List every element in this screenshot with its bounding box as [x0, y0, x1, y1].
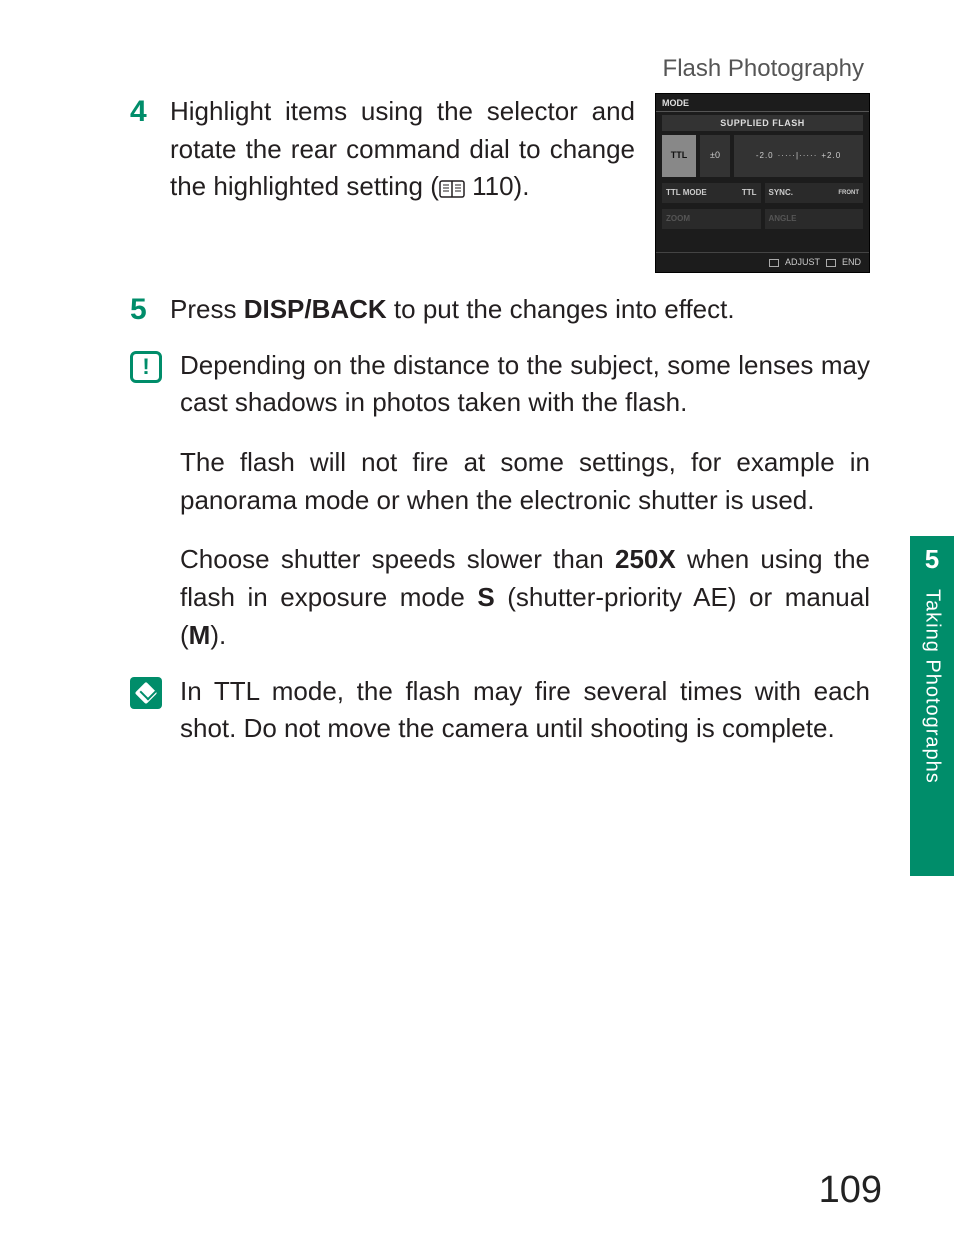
lcd-comp-scale: -2.0 ·····|····· +2.0	[734, 135, 863, 177]
warning-note: ! Depending on the distance to the subje…	[130, 347, 870, 655]
lcd-ttl-box: TTL	[662, 135, 696, 177]
end-icon	[826, 259, 836, 267]
warning-icon: !	[130, 351, 162, 383]
chapter-number: 5	[910, 536, 954, 583]
lcd-sync-cell: SYNC. FRONT	[765, 183, 864, 203]
warning-p3: Choose shutter speeds slower than 250X w…	[180, 541, 870, 654]
page-number: 109	[819, 1169, 882, 1212]
manual-page-icon	[439, 171, 465, 209]
lcd-bottom-bar: ADJUST END	[656, 252, 869, 272]
lcd-comp-value: ±0	[700, 135, 730, 177]
flash-settings-screenshot: MODE SUPPLIED FLASH TTL ±0 -2.0 ·····|··…	[655, 93, 870, 273]
step-5: 5 Press DISP/BACK to put the changes int…	[130, 291, 870, 329]
adjust-icon	[769, 259, 779, 267]
lcd-angle-cell: ANGLE	[765, 209, 864, 229]
lcd-ttl-mode-cell: TTL MODE TTL	[662, 183, 761, 203]
lcd-mode-label: MODE	[656, 94, 869, 112]
tip-text: In TTL mode, the flash may fire several …	[180, 673, 870, 748]
step-4: 4 Highlight items using the selector and…	[130, 93, 870, 273]
step-4-page-ref: 110).	[465, 171, 530, 201]
step-4-text: Highlight items using the selector and r…	[170, 93, 635, 273]
step-4-text-pre: Highlight items using the selector and r…	[170, 96, 635, 201]
section-header: Flash Photography	[130, 55, 870, 83]
step-5-number: 5	[130, 291, 170, 326]
warning-p2: The flash will not fire at some settings…	[180, 444, 870, 519]
step-5-text: Press DISP/BACK to put the changes into …	[170, 291, 870, 329]
step-4-number: 4	[130, 93, 170, 128]
tip-note: In TTL mode, the flash may fire several …	[130, 673, 870, 748]
chapter-title: Taking Photographs	[921, 583, 944, 784]
tip-icon	[130, 677, 162, 709]
chapter-tab: 5 Taking Photographs	[910, 536, 954, 876]
lcd-zoom-cell: ZOOM	[662, 209, 761, 229]
disp-back-label: DISP/BACK	[244, 294, 387, 324]
warning-p1: Depending on the distance to the subject…	[180, 347, 870, 422]
lcd-supplied-flash: SUPPLIED FLASH	[662, 115, 863, 131]
